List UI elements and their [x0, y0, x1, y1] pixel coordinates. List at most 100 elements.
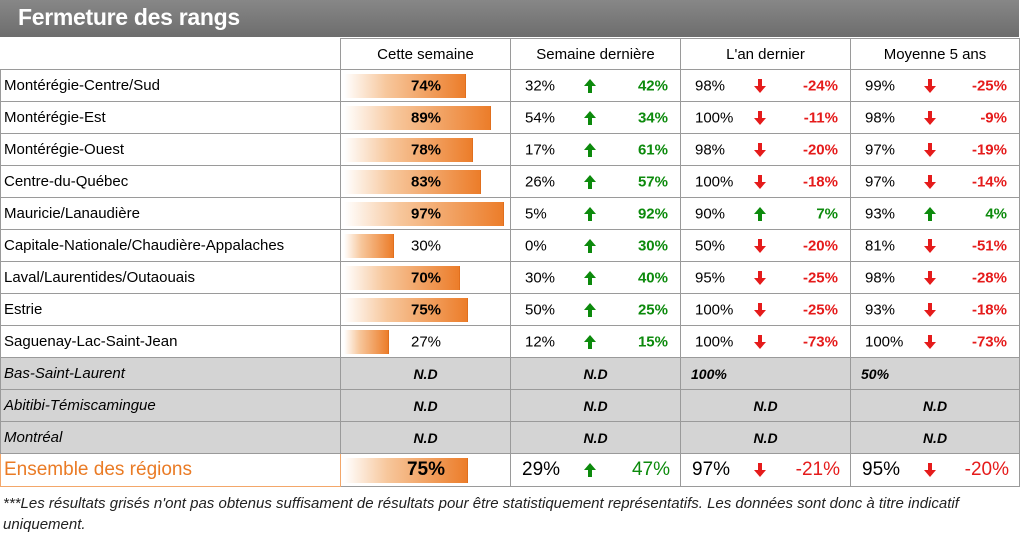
- header-last-year: L'an dernier: [680, 38, 851, 70]
- comparison-delta: 61%: [637, 141, 668, 158]
- comparison-value: 32%: [525, 77, 556, 94]
- comparison-pair: 32% 42%: [511, 70, 680, 101]
- this-week-label: 27%: [410, 333, 442, 350]
- header-this-week: Cette semaine: [340, 38, 511, 70]
- comparison-value: 90%: [695, 205, 726, 222]
- comparison-pair: 98% -24%: [681, 70, 850, 101]
- comparison-value: 93%: [865, 301, 896, 318]
- comparison-delta: -25%: [802, 301, 838, 318]
- comparison-delta: -25%: [802, 269, 838, 286]
- comparison-delta: -73%: [971, 333, 1007, 350]
- comparison-pair: 95% -20%: [851, 454, 1019, 486]
- comparison-value: 81%: [865, 237, 896, 254]
- comparison-cell: 93% -18%: [850, 293, 1020, 326]
- this-week-cell: 83%: [340, 165, 511, 198]
- na-cell: N.D: [680, 421, 851, 454]
- table-row: Montérégie-Ouest 78% 17% 61% 98% -20% 97% -19%: [0, 133, 1020, 166]
- arrow-down-icon: [923, 110, 937, 126]
- comparison-value: 100%: [695, 333, 734, 350]
- this-week-cell: 75%: [340, 293, 511, 326]
- comparison-pair: 54% 34%: [511, 102, 680, 133]
- comparison-cell: 54% 34%: [510, 101, 681, 134]
- comparison-cell: 100% -73%: [680, 325, 851, 358]
- comparison-delta: 34%: [637, 109, 668, 126]
- comparison-cell: 98% -9%: [850, 101, 1020, 134]
- comparison-delta: 15%: [637, 333, 668, 350]
- arrow-up-icon: [753, 206, 767, 222]
- comparison-value: 100%: [695, 109, 734, 126]
- this-week-cell: 30%: [340, 229, 511, 262]
- table-body: Montérégie-Centre/Sud 74% 32% 42% 98% -24% 99%…: [0, 69, 1020, 487]
- comparison-pair: 50% -20%: [681, 230, 850, 261]
- comparison-value: 99%: [865, 77, 896, 94]
- comparison-cell: 100% -18%: [680, 165, 851, 198]
- comparison-cell: 100% -11%: [680, 101, 851, 134]
- comparison-pair: 98% -9%: [851, 102, 1019, 133]
- table-row: Capitale-Nationale/Chaudière-Appalaches 3…: [0, 229, 1020, 262]
- arrow-down-icon: [753, 462, 767, 478]
- comparison-pair: 30% 40%: [511, 262, 680, 293]
- comparison-delta: 57%: [637, 173, 668, 190]
- comparison-cell: 0% 30%: [510, 229, 681, 262]
- arrow-up-icon: [583, 462, 597, 478]
- arrow-down-icon: [753, 302, 767, 318]
- bar-container: 27%: [341, 326, 510, 357]
- na-cell: 50%: [850, 357, 1020, 390]
- this-week-label: 75%: [410, 301, 442, 318]
- bar-container: 75%: [341, 454, 510, 486]
- arrow-down-icon: [923, 78, 937, 94]
- arrow-down-icon: [923, 462, 937, 478]
- arrow-down-icon: [923, 302, 937, 318]
- comparison-cell: 95% -20%: [850, 453, 1020, 487]
- bar-container: 70%: [341, 262, 510, 293]
- total-row: Ensemble des régions 75% 29% 47% 97% -21% 95% -…: [0, 453, 1020, 487]
- comparison-delta: 30%: [637, 237, 668, 254]
- na-cell: N.D: [340, 389, 511, 422]
- comparison-delta: 42%: [637, 77, 668, 94]
- na-cell: N.D: [510, 421, 681, 454]
- comparison-pair: 97% -14%: [851, 166, 1019, 197]
- arrow-up-icon: [583, 206, 597, 222]
- bar-container: 30%: [341, 230, 510, 261]
- comparison-cell: 50% 25%: [510, 293, 681, 326]
- header-5yr-avg: Moyenne 5 ans: [850, 38, 1020, 70]
- arrow-down-icon: [753, 334, 767, 350]
- header-blank: [0, 38, 341, 70]
- arrow-up-icon: [583, 302, 597, 318]
- na-cell: N.D: [850, 389, 1020, 422]
- table-row: Saguenay-Lac-Saint-Jean 27% 12% 15% 100% -73%…: [0, 325, 1020, 358]
- comparison-cell: 97% -14%: [850, 165, 1020, 198]
- comparison-delta: 92%: [637, 205, 668, 222]
- comparison-cell: 90% 7%: [680, 197, 851, 230]
- comparison-pair: 26% 57%: [511, 166, 680, 197]
- region-name: Abitibi-Témiscamingue: [0, 389, 341, 422]
- this-week-bar: [344, 106, 491, 130]
- this-week-label: 89%: [410, 109, 442, 126]
- arrow-down-icon: [753, 78, 767, 94]
- comparison-value: 97%: [692, 459, 731, 480]
- this-week-cell: 89%: [340, 101, 511, 134]
- arrow-down-icon: [923, 174, 937, 190]
- arrow-up-icon: [583, 334, 597, 350]
- this-week-cell: 70%: [340, 261, 511, 294]
- arrow-down-icon: [753, 174, 767, 190]
- comparison-pair: 29% 47%: [511, 454, 680, 486]
- arrow-up-icon: [583, 110, 597, 126]
- comparison-pair: 98% -20%: [681, 134, 850, 165]
- comparison-value: 97%: [865, 141, 896, 158]
- arrow-up-icon: [583, 78, 597, 94]
- na-cell: 100%: [680, 357, 851, 390]
- arrow-down-icon: [753, 142, 767, 158]
- comparison-pair: 100% -73%: [851, 326, 1019, 357]
- comparison-delta: -19%: [971, 141, 1007, 158]
- comparison-pair: 81% -51%: [851, 230, 1019, 261]
- comparison-pair: 12% 15%: [511, 326, 680, 357]
- region-name: Saguenay-Lac-Saint-Jean: [0, 325, 341, 358]
- comparison-delta: -28%: [971, 269, 1007, 286]
- table-row: Montérégie-Centre/Sud 74% 32% 42% 98% -24% 99%…: [0, 69, 1020, 102]
- comparison-cell: 95% -25%: [680, 261, 851, 294]
- this-week-label: 97%: [410, 205, 442, 222]
- comparison-value: 100%: [865, 333, 904, 350]
- comparison-value: 0%: [525, 237, 547, 254]
- region-name: Mauricie/Lanaudière: [0, 197, 341, 230]
